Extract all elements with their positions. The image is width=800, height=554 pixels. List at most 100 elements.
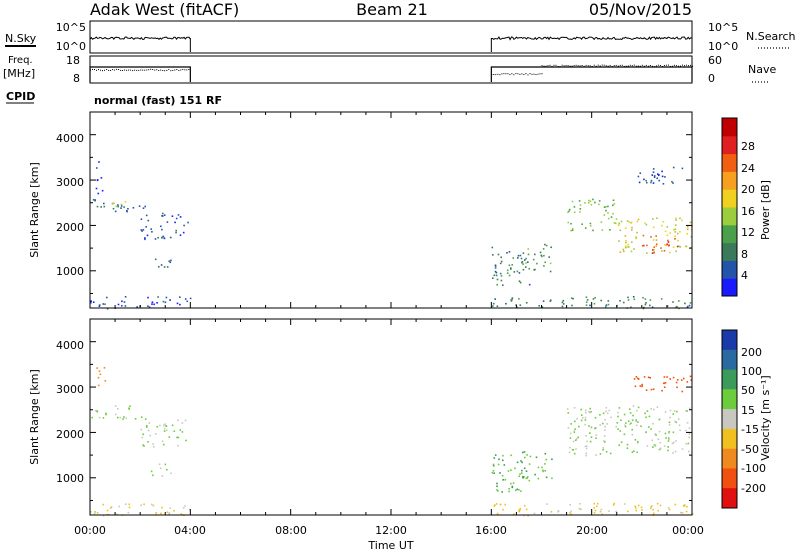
power-cell xyxy=(684,302,686,305)
velocity-cell xyxy=(617,415,619,418)
nave-dot xyxy=(613,65,615,67)
power-cell xyxy=(681,219,683,222)
power-cell xyxy=(581,223,583,225)
velocity-cell xyxy=(501,474,504,477)
velocity-cell xyxy=(94,511,96,513)
velocity-cell xyxy=(590,436,593,438)
xtick-0400: 04:00 xyxy=(174,524,206,537)
velocity-cell xyxy=(110,506,113,508)
power-cell xyxy=(124,201,127,203)
power-cell xyxy=(121,300,123,303)
velocity-cell xyxy=(658,430,661,433)
vel-cbar-tick-neg50: -50 xyxy=(741,443,759,456)
power-cell xyxy=(524,266,527,268)
velocity-cell xyxy=(557,511,559,513)
velocity-cell xyxy=(105,412,107,415)
power-cell xyxy=(600,299,602,302)
velocity-cell xyxy=(623,433,626,436)
power-cbar-tick-24: 24 xyxy=(741,162,755,175)
velocity-cell xyxy=(644,412,646,415)
nave-dot xyxy=(519,73,521,75)
velocity-cell xyxy=(640,425,642,427)
power-cell xyxy=(635,236,637,238)
nave-dot xyxy=(503,73,505,75)
x-axis: 00:00 04:00 08:00 12:00 16:00 20:00 00:0… xyxy=(74,112,704,552)
velocity-cell xyxy=(643,376,646,378)
power-cell xyxy=(674,238,676,240)
velocity-cell xyxy=(521,469,523,472)
velocity-cell xyxy=(515,489,517,492)
power-cell xyxy=(106,296,108,299)
velocity-cell xyxy=(609,452,612,455)
velocity-cell xyxy=(164,463,167,466)
velocity-cell xyxy=(668,421,671,424)
power-cell xyxy=(652,218,654,220)
power-cbar-tick-4: 4 xyxy=(741,269,748,282)
velocity-cell xyxy=(675,381,678,384)
velocity-cell xyxy=(603,440,605,442)
power-cell xyxy=(605,304,608,306)
power-cell xyxy=(624,246,627,249)
power-cell xyxy=(144,205,146,208)
velocity-cell xyxy=(520,460,522,462)
velocity-cell xyxy=(667,506,670,509)
nave-dot xyxy=(96,69,97,71)
velocity-colorbar-swatches xyxy=(722,330,737,509)
power-cell xyxy=(496,305,499,307)
velocity-cell xyxy=(680,511,682,514)
power-cell xyxy=(676,305,678,308)
power-cell xyxy=(686,305,689,308)
velocity-cell xyxy=(691,513,694,515)
power-cell xyxy=(494,264,497,266)
power-cell xyxy=(607,217,610,220)
nave-dot xyxy=(106,69,108,70)
power-cell xyxy=(115,205,118,208)
velocity-cell xyxy=(637,442,639,444)
power-cell xyxy=(605,305,607,308)
velocity-cell xyxy=(523,451,526,453)
nave-dot xyxy=(583,65,585,67)
power-cell xyxy=(623,301,625,304)
velocity-cell xyxy=(519,507,522,510)
nave-dot xyxy=(595,65,597,67)
power-cell xyxy=(179,303,181,306)
nave-dot xyxy=(692,65,693,67)
velocity-cell xyxy=(686,381,689,383)
power-cell xyxy=(627,243,630,246)
power-cell xyxy=(619,300,621,302)
power-cell xyxy=(142,207,145,209)
velocity-cell xyxy=(635,419,637,421)
velocity-cell xyxy=(499,503,502,506)
velocity-cell xyxy=(601,513,603,516)
power-ytick-1000: 1000 xyxy=(56,265,84,278)
velocity-cell xyxy=(650,506,653,508)
power-cell xyxy=(649,299,652,301)
velocity-cell xyxy=(680,379,683,381)
power-cell xyxy=(179,234,182,236)
power-cell xyxy=(101,189,104,192)
nave-dot xyxy=(589,65,591,67)
power-cell xyxy=(179,296,181,298)
velocity-cell xyxy=(585,412,587,414)
velocity-cell xyxy=(620,419,622,422)
velocity-cell xyxy=(633,450,635,452)
velocity-cell xyxy=(546,503,548,505)
velocity-cell xyxy=(147,441,149,443)
power-cell xyxy=(96,205,99,208)
velocity-cell xyxy=(504,503,506,506)
velocity-cell xyxy=(90,511,92,513)
power-cell xyxy=(645,302,647,304)
velocity-cell xyxy=(152,474,154,477)
velocity-cell xyxy=(519,509,521,511)
velocity-cell xyxy=(516,461,519,464)
velocity-cell xyxy=(681,390,684,393)
velocity-cell xyxy=(159,467,162,470)
nave-dot xyxy=(678,65,679,67)
velocity-colorbar-swatch xyxy=(722,349,737,371)
power-cbar-label: Power [dB] xyxy=(759,180,772,240)
velocity-cell xyxy=(537,477,540,480)
power-cell xyxy=(652,226,655,229)
power-cell xyxy=(585,301,588,303)
velocity-cell xyxy=(637,440,639,443)
power-cell xyxy=(567,211,569,214)
